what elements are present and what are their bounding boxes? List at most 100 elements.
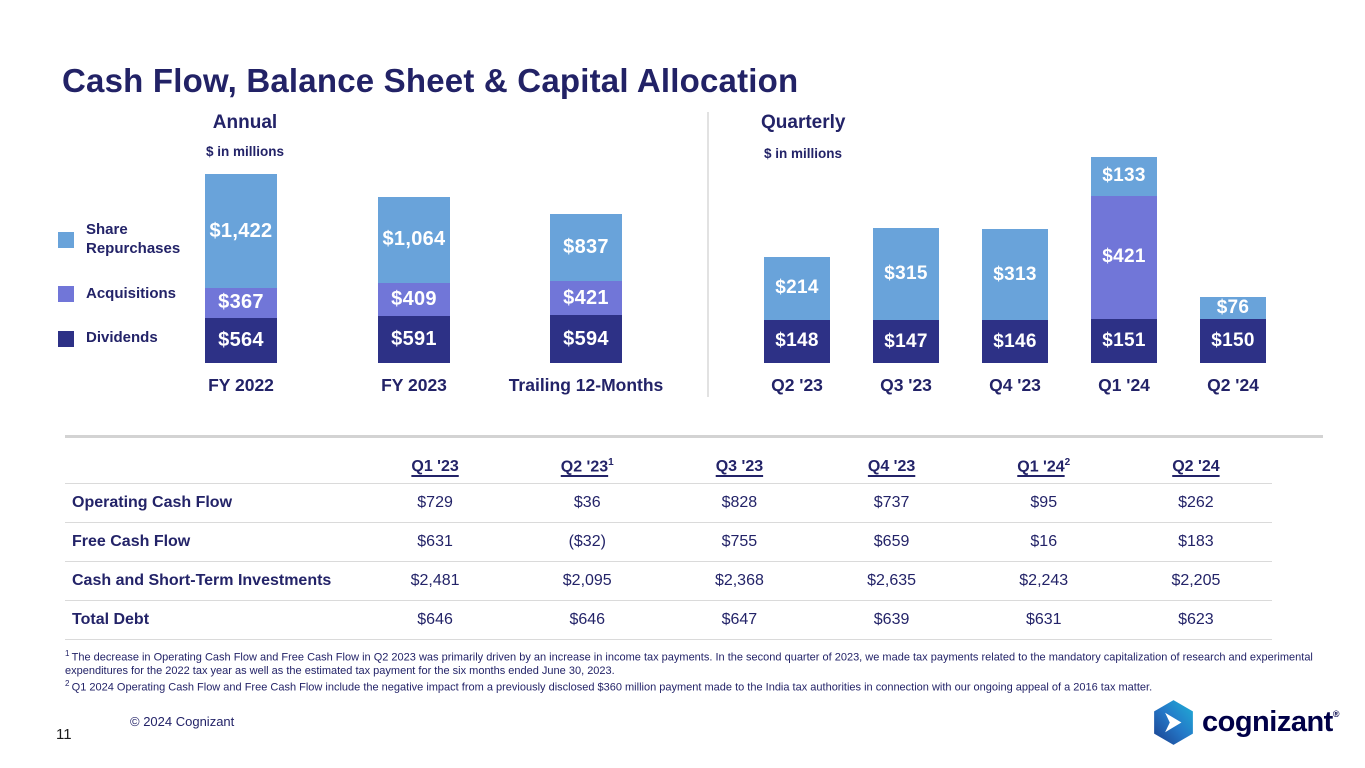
legend-item: Acquisitions — [58, 285, 218, 304]
bar-value-label: $146 — [993, 330, 1037, 352]
bar-segment: $421 — [550, 281, 622, 316]
bar-segment: $594 — [550, 315, 622, 363]
quarterly-chart-subtitle: $ in millions — [764, 146, 843, 161]
footnote: 1 The decrease in Operating Cash Flow an… — [65, 649, 1313, 678]
table-cell: $755 — [721, 533, 758, 550]
bar-segment: $564 — [205, 317, 277, 363]
bar-value-label: $151 — [1102, 329, 1146, 351]
legend-swatch-icon — [58, 285, 74, 302]
bar-segment: $591 — [378, 315, 450, 363]
table-cell: $631 — [417, 533, 453, 550]
bar-segment: $1,422 — [205, 174, 277, 289]
bar-segment: $133 — [1091, 156, 1157, 196]
bar-value-label: $837 — [563, 236, 609, 259]
copyright-text: © 2024 Cognizant — [130, 714, 235, 729]
table-cell: $2,481 — [410, 572, 460, 589]
bar-segment: $409 — [378, 282, 450, 316]
cognizant-hexagon-icon — [1154, 700, 1193, 745]
legend-swatch-icon — [58, 330, 74, 347]
table-cell: $631 — [1025, 611, 1062, 628]
bar-value-label: $150 — [1211, 330, 1255, 352]
annual-chart-subtitle: $ in millions — [205, 144, 284, 159]
logo-wordmark: cognizant® — [1202, 706, 1340, 738]
category-label: Q4 '23 — [989, 375, 1041, 395]
bar-value-label: $133 — [1102, 165, 1146, 187]
footnote: 2 Q1 2024 Operating Cash Flow and Free C… — [65, 678, 1153, 694]
legend-label: Acquisitions — [86, 284, 177, 302]
bar-value-label: $421 — [1102, 246, 1146, 268]
quarterly-chart-title: Quarterly — [761, 112, 846, 133]
legend-label: Share Repurchases — [86, 221, 181, 257]
table-header-cell: Q3 '23 — [715, 457, 764, 475]
table-header-cell: Q2 '24 — [1172, 457, 1220, 475]
legend-item: Share Repurchases — [58, 221, 218, 259]
bar-segment: $421 — [1091, 195, 1157, 319]
table-row: Operating Cash Flow $729 $36 $828 $737 $95 $26… — [65, 484, 1272, 523]
bar-value-label: $1,422 — [209, 219, 273, 242]
bar-segment: $150 — [1200, 319, 1266, 363]
bar-value-label: $367 — [218, 291, 264, 314]
bar-value-label: $313 — [993, 263, 1037, 285]
bar-segment: $315 — [873, 228, 939, 321]
annual-chart-title: Annual — [212, 112, 278, 133]
category-label: Q1 '24 — [1098, 375, 1150, 395]
bar-segment: $151 — [1091, 318, 1157, 363]
table-cell: $828 — [721, 494, 758, 511]
table-cell: $183 — [1178, 533, 1214, 550]
table-header-cell: Q1 '242 — [1017, 456, 1071, 476]
table-row: Free Cash Flow $631 ($32) $755 $659 $16 $183 — [65, 523, 1272, 562]
table-cell: $623 — [1178, 611, 1214, 628]
category-label: FY 2023 — [381, 375, 447, 395]
bar-segment: $367 — [205, 288, 277, 318]
table-cell: $646 — [569, 611, 606, 628]
table-top-rule — [65, 435, 1323, 438]
category-label: Q3 '23 — [880, 375, 932, 395]
table-cell: $95 — [1030, 494, 1058, 511]
table-cell: $2,095 — [562, 572, 612, 589]
bar-segment: $313 — [982, 228, 1048, 321]
table-cell: $2,635 — [867, 572, 917, 589]
legend-label: Dividends — [86, 329, 158, 347]
table-header-cell: Q2 '231 — [560, 456, 614, 476]
financial-table: Q1 '23 Q2 '231 Q3 '23 Q4 '23 Q1 '242 Q2 '24 Op… — [65, 450, 1272, 640]
table-cell: $2,368 — [714, 572, 764, 589]
bar-value-label: $315 — [884, 263, 928, 285]
bar-value-label: $148 — [775, 330, 819, 352]
bar-value-label: $564 — [218, 328, 264, 351]
legend-swatch-icon — [58, 231, 74, 248]
category-label: FY 2022 — [208, 375, 274, 395]
table-cell: $2,243 — [1019, 572, 1069, 589]
category-label: Q2 '24 — [1207, 375, 1259, 395]
bar-segment: $148 — [764, 319, 830, 363]
chart-divider — [707, 112, 709, 397]
table-cell: $659 — [873, 533, 910, 550]
registered-mark: ® — [1332, 709, 1340, 719]
legend-item: Dividends — [58, 329, 218, 348]
bar-segment: $214 — [764, 257, 830, 320]
footnotes: 1 The decrease in Operating Cash Flow an… — [65, 649, 1317, 695]
chart-legend: Share Repurchases Acquisitions Dividends — [58, 221, 218, 348]
table-cell: $16 — [1030, 533, 1058, 550]
bar-value-label: $409 — [391, 287, 437, 310]
cognizant-logo: cognizant® — [1153, 700, 1339, 745]
table-cell: $737 — [873, 494, 910, 511]
table-cell: $646 — [417, 611, 453, 628]
table-header-cell: Q1 '23 — [411, 457, 459, 475]
page-title: Cash Flow, Balance Sheet & Capital Alloc… — [62, 62, 799, 100]
table-row-label: Operating Cash Flow — [72, 494, 233, 511]
bar-segment: $837 — [550, 214, 622, 282]
table-cell: $2,205 — [1171, 572, 1221, 589]
bar-segment: $147 — [873, 320, 939, 363]
table-header-cell: Q4 '23 — [867, 457, 916, 475]
bar-value-label: $1,064 — [382, 228, 446, 251]
bar-value-label: $421 — [563, 286, 609, 309]
bar-value-label: $594 — [563, 327, 609, 350]
table-row-label: Free Cash Flow — [72, 533, 191, 550]
table-row: Cash and Short-Term Investments $2,481 $2,… — [65, 562, 1272, 601]
table-cell: ($32) — [568, 533, 606, 550]
bar-value-label: $214 — [775, 277, 819, 299]
bar-value-label: $76 — [1216, 297, 1250, 319]
table-row: Total Debt $646 $646 $647 $639 $631 $623 — [65, 601, 1272, 640]
bar-segment: $76 — [1200, 296, 1266, 320]
bar-segment: $146 — [982, 320, 1048, 363]
